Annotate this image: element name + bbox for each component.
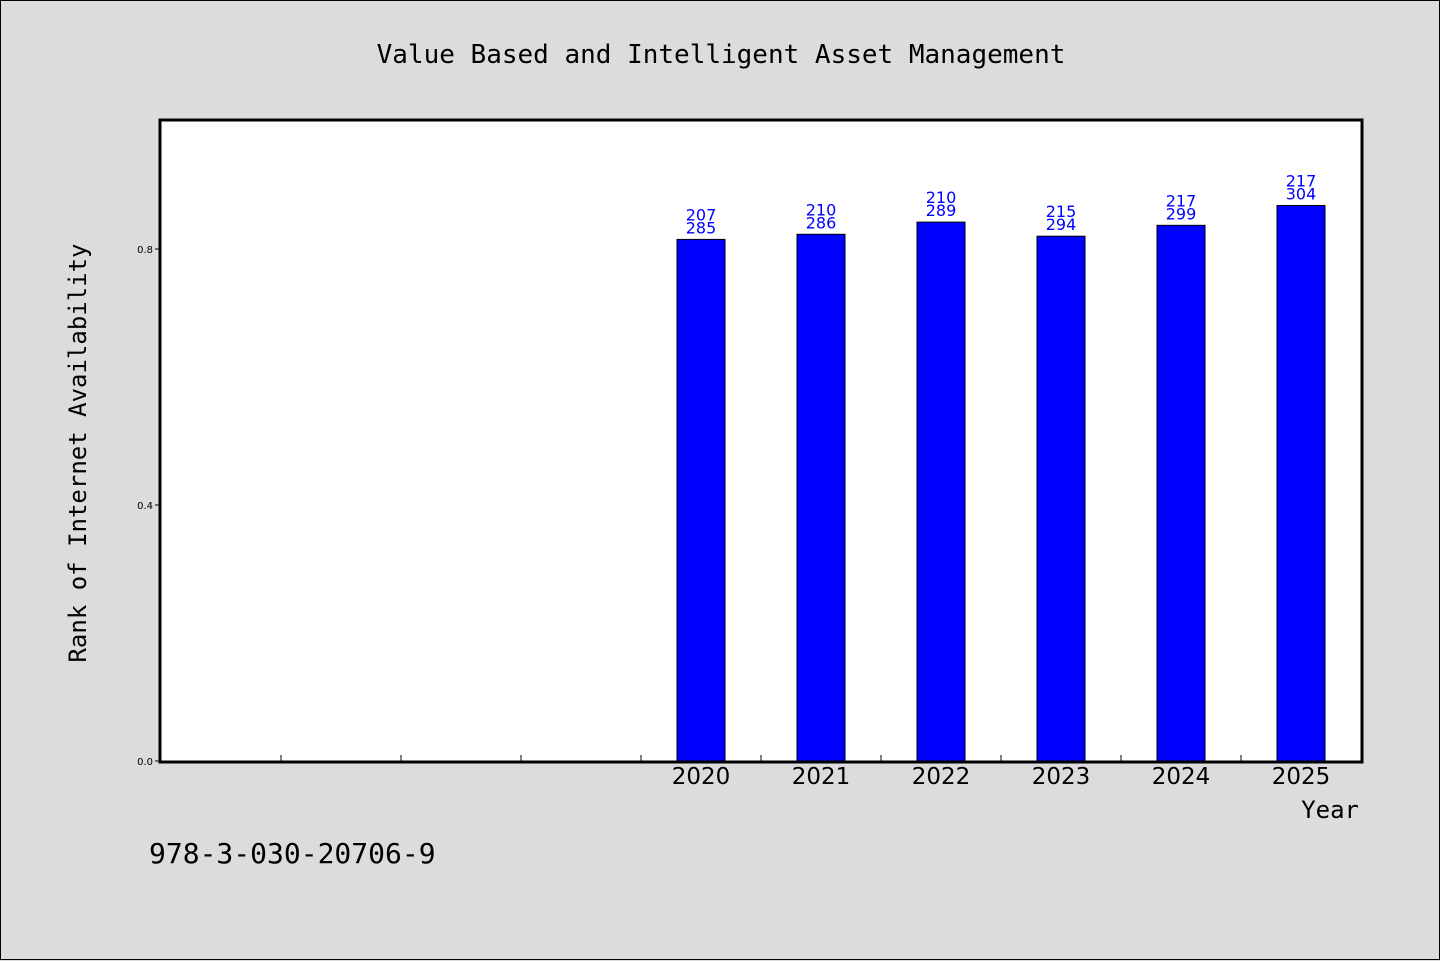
x-tick-label: 2021 [792, 764, 851, 790]
x-tick-label: 2020 [672, 764, 731, 790]
x-tick-label: 2025 [1272, 764, 1331, 790]
bar-2022 [916, 221, 966, 762]
x-tick-label: 2022 [912, 764, 971, 790]
bar-label-upper: 217 [1166, 191, 1197, 210]
bars-layer [676, 204, 1326, 762]
bar-2024 [1156, 224, 1206, 762]
bar-label-lower: 285 [686, 218, 717, 237]
bar-2023 [1036, 235, 1086, 762]
bar-label-upper: 215 [1046, 202, 1077, 221]
bar-2021 [796, 233, 846, 762]
isbn-footnote: 978-3-030-20706-9 [149, 837, 436, 870]
x-axis-title: Year [1301, 796, 1359, 824]
bar-label-upper: 217 [1286, 171, 1317, 190]
chart-title: Value Based and Intelligent Asset Manage… [377, 40, 1066, 70]
bar-label-lower: 299 [1166, 204, 1197, 223]
y-axis-title: Rank of Internet Availability [64, 243, 92, 662]
y-tick-label: 0.8 [137, 245, 153, 256]
bar-label-lower: 304 [1286, 184, 1317, 203]
bar-label-lower: 286 [806, 213, 837, 232]
bar-label-lower: 289 [926, 201, 957, 220]
bar-label-upper: 210 [926, 188, 957, 207]
y-tick-label: 0.0 [137, 757, 153, 768]
x-tick-label: 2023 [1032, 764, 1091, 790]
bar-2020 [676, 238, 726, 762]
bar-2025 [1276, 204, 1326, 762]
bar-label-lower: 294 [1046, 215, 1077, 234]
y-tick-label: 0.4 [137, 501, 153, 512]
bar-label-upper: 207 [686, 205, 717, 224]
x-axis-ticks: 2020 2021 2022 2023 2024 2025 [280, 755, 1331, 790]
y-axis-ticks: 0.0 0.4 0.8 [137, 245, 161, 768]
x-tick-label: 2024 [1152, 764, 1211, 790]
bar-label-upper: 210 [806, 200, 837, 219]
